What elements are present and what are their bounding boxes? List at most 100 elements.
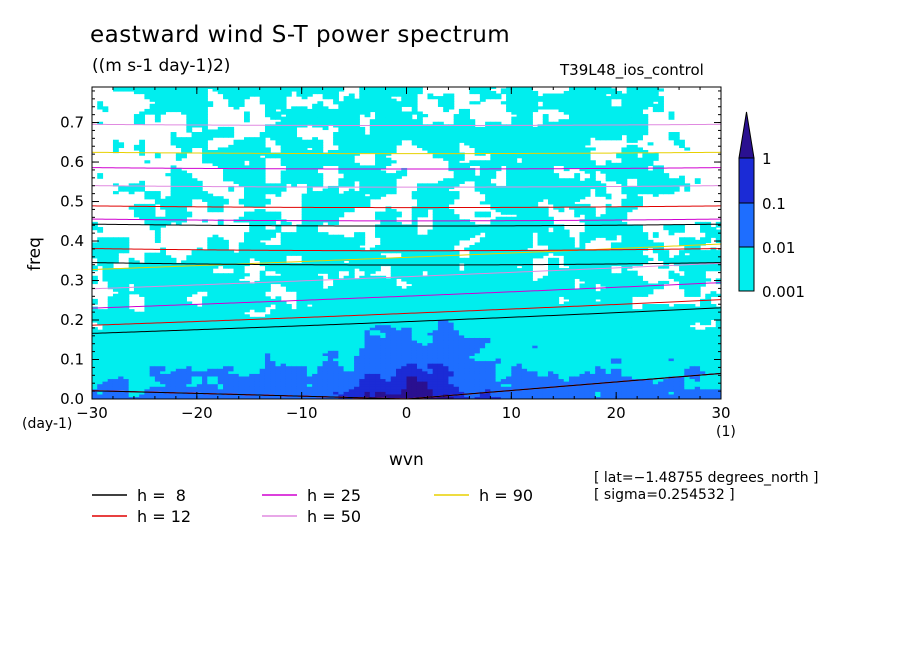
power-cell bbox=[196, 106, 203, 110]
power-cell bbox=[128, 393, 135, 398]
power-cell bbox=[128, 332, 135, 336]
power-cell bbox=[301, 247, 308, 251]
power-cell bbox=[207, 381, 214, 385]
power-cell bbox=[223, 155, 229, 159]
power-cell bbox=[364, 381, 371, 385]
power-cell bbox=[191, 324, 198, 328]
power-cell bbox=[170, 337, 177, 341]
power-cell bbox=[133, 342, 140, 346]
power-cell bbox=[112, 239, 119, 244]
power-cell bbox=[249, 368, 256, 372]
power-cell bbox=[191, 137, 198, 141]
power-cell bbox=[112, 278, 119, 282]
power-cell bbox=[238, 306, 245, 310]
power-cell bbox=[170, 370, 177, 374]
power-cell bbox=[369, 134, 376, 138]
power-cell bbox=[306, 342, 313, 346]
power-cell bbox=[369, 319, 376, 323]
power-cell bbox=[238, 280, 245, 285]
power-cell bbox=[354, 373, 360, 377]
power-cell bbox=[338, 334, 345, 338]
power-cell bbox=[285, 88, 292, 92]
power-cell bbox=[380, 306, 387, 310]
power-cell bbox=[354, 165, 360, 169]
power-cell bbox=[285, 357, 292, 362]
power-cell bbox=[275, 185, 282, 190]
power-cell bbox=[270, 96, 277, 100]
power-cell bbox=[181, 375, 187, 380]
power-cell bbox=[338, 381, 345, 385]
power-cell bbox=[306, 324, 313, 328]
power-cell bbox=[107, 337, 114, 341]
power-cell bbox=[348, 268, 355, 272]
power-cell bbox=[212, 345, 219, 349]
power-cell bbox=[244, 111, 250, 115]
power-cell bbox=[364, 142, 371, 146]
power-cell bbox=[154, 311, 161, 315]
power-cell bbox=[275, 101, 282, 105]
power-cell bbox=[154, 342, 161, 346]
power-cell bbox=[139, 327, 146, 331]
power-cell bbox=[186, 188, 193, 192]
power-cell bbox=[291, 363, 298, 367]
power-cell bbox=[296, 288, 303, 292]
power-cell bbox=[301, 383, 308, 387]
power-cell bbox=[359, 147, 366, 151]
power-cell bbox=[348, 101, 355, 105]
power-cell bbox=[118, 319, 125, 323]
power-cell bbox=[369, 119, 376, 123]
power-cell bbox=[154, 357, 161, 362]
power-cell bbox=[354, 134, 360, 138]
power-cell bbox=[380, 375, 387, 380]
power-cell bbox=[217, 291, 224, 295]
power-cell bbox=[291, 88, 298, 92]
power-cell bbox=[92, 221, 98, 226]
power-cell bbox=[317, 111, 324, 115]
power-cell bbox=[317, 155, 324, 159]
power-cell bbox=[259, 329, 266, 333]
power-cell bbox=[285, 162, 292, 166]
power-cell bbox=[249, 178, 256, 182]
power-cell bbox=[154, 347, 161, 351]
power-cell bbox=[343, 183, 350, 187]
power-cell bbox=[291, 383, 298, 387]
power-cell bbox=[291, 288, 298, 292]
power-cell bbox=[264, 342, 271, 346]
power-cell bbox=[280, 270, 287, 274]
power-cell bbox=[354, 304, 360, 308]
power-cell bbox=[375, 257, 381, 261]
power-cell bbox=[186, 144, 193, 149]
power-cell bbox=[139, 144, 146, 149]
power-cell bbox=[343, 350, 350, 354]
power-cell bbox=[348, 298, 355, 303]
power-cell bbox=[165, 268, 172, 272]
power-cell bbox=[369, 388, 376, 392]
power-cell bbox=[364, 324, 371, 328]
power-cell bbox=[312, 306, 318, 310]
power-cell bbox=[149, 360, 156, 364]
power-cell bbox=[223, 280, 229, 285]
power-cell bbox=[264, 304, 271, 308]
power-cell bbox=[285, 242, 292, 246]
power-cell bbox=[249, 142, 256, 146]
power-cell bbox=[291, 388, 298, 392]
power-cell bbox=[338, 108, 345, 113]
power-cell bbox=[149, 214, 156, 218]
power-cell bbox=[306, 257, 313, 261]
power-cell bbox=[348, 247, 355, 251]
power-cell bbox=[175, 360, 182, 364]
power-cell bbox=[191, 270, 198, 274]
power-cell bbox=[212, 347, 219, 351]
power-cell bbox=[244, 306, 250, 310]
power-cell bbox=[139, 152, 146, 156]
power-cell bbox=[202, 121, 208, 125]
power-cell bbox=[280, 121, 287, 125]
power-cell bbox=[244, 321, 250, 326]
power-cell bbox=[333, 191, 339, 195]
power-cell bbox=[254, 191, 261, 195]
power-cell bbox=[306, 229, 313, 233]
power-cell bbox=[296, 291, 303, 295]
power-cell bbox=[212, 332, 219, 336]
power-cell bbox=[275, 129, 282, 133]
power-cell bbox=[364, 373, 371, 377]
